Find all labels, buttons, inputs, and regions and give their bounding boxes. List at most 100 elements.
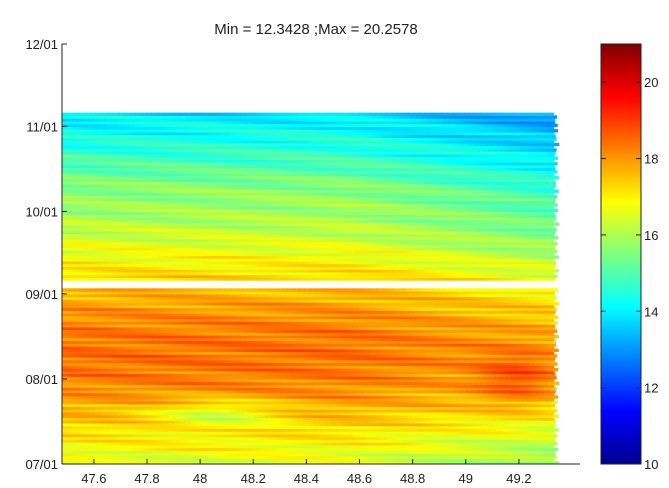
- heatmap-cell: [123, 398, 130, 402]
- heatmap-cell: [302, 313, 309, 317]
- heatmap-cell: [162, 417, 169, 421]
- heatmap-cell: [281, 334, 289, 339]
- heatmap-cell: [519, 381, 526, 385]
- heatmap-cell: [190, 439, 197, 443]
- heatmap-cell: [190, 373, 198, 377]
- heatmap-cell: [145, 326, 153, 331]
- heatmap-cell: [281, 354, 288, 358]
- heatmap-cell: [432, 329, 440, 333]
- heatmap-cell: [185, 376, 192, 380]
- heatmap-cell: [208, 348, 215, 353]
- heatmap-cell: [224, 329, 232, 333]
- heatmap-cell: [504, 403, 511, 407]
- heatmap-cell: [366, 395, 373, 399]
- heatmap-cell: [443, 376, 450, 380]
- heatmap-cell: [190, 431, 197, 435]
- heatmap-cell: [336, 436, 343, 440]
- heatmap-cell: [135, 442, 142, 446]
- heatmap-cell: [117, 439, 125, 443]
- heatmap-cell: [163, 354, 170, 358]
- heatmap-cell: [123, 447, 131, 451]
- heatmap-cell: [332, 461, 340, 464]
- heatmap-cell: [324, 384, 331, 388]
- heatmap-cell: [225, 315, 232, 320]
- heatmap-cell: [389, 348, 396, 353]
- heatmap-cell: [458, 458, 465, 462]
- heatmap-cell: [382, 400, 389, 405]
- heatmap-cell: [84, 428, 91, 432]
- heatmap-cell: [179, 392, 186, 396]
- heatmap-cell: [67, 326, 74, 331]
- heatmap-cell: [434, 334, 441, 339]
- heatmap-cell: [315, 447, 322, 451]
- heatmap-cell: [408, 450, 415, 454]
- heatmap-cell: [408, 439, 416, 443]
- heatmap-cell: [324, 403, 332, 407]
- heatmap-cell: [359, 455, 366, 460]
- heatmap-cell: [503, 345, 510, 350]
- heatmap-cell: [112, 370, 119, 375]
- heatmap-cell: [336, 422, 344, 427]
- heatmap-cell: [246, 453, 254, 457]
- heatmap-cell: [252, 422, 259, 427]
- heatmap-cell: [145, 345, 153, 350]
- heatmap-cell: [514, 370, 522, 375]
- heatmap-cell: [487, 326, 494, 331]
- heatmap-cell: [157, 447, 164, 451]
- heatmap-cell: [140, 378, 147, 383]
- heatmap-cell: [470, 392, 477, 396]
- heatmap-cell: [263, 436, 270, 440]
- heatmap-cell: [467, 400, 474, 405]
- heatmap-cell: [304, 447, 311, 451]
- heatmap-cell: [526, 326, 533, 331]
- heatmap-cell: [129, 334, 136, 339]
- heatmap-cell: [197, 442, 204, 446]
- heatmap-cell: [405, 400, 412, 405]
- heatmap-cell: [241, 340, 248, 344]
- heatmap-cell: [481, 392, 488, 396]
- heatmap-cell: [492, 450, 499, 454]
- heatmap-cell: [313, 411, 320, 416]
- heatmap-cell: [324, 337, 331, 342]
- heatmap-cell: [348, 343, 355, 347]
- heatmap-cell: [416, 362, 423, 366]
- heatmap-cell: [405, 362, 412, 366]
- heatmap-cell: [361, 381, 368, 385]
- heatmap-cell: [62, 414, 69, 418]
- heatmap-cell: [207, 392, 214, 396]
- heatmap-cell: [436, 345, 443, 350]
- heatmap-cell: [229, 439, 237, 443]
- heatmap-cell: [437, 310, 444, 314]
- heatmap-cell: [134, 340, 142, 344]
- heatmap-cell: [492, 431, 499, 435]
- heatmap-cell: [399, 395, 407, 399]
- heatmap-cell: [505, 422, 512, 427]
- heatmap-cell: [106, 411, 113, 416]
- heatmap-cell: [399, 433, 406, 438]
- heatmap-cell: [422, 348, 430, 353]
- heatmap-cell: [101, 398, 108, 402]
- heatmap-cell: [123, 436, 130, 440]
- heatmap-cell: [247, 433, 254, 438]
- heatmap-cell: [436, 351, 443, 355]
- heatmap-cell: [381, 422, 388, 427]
- heatmap-cell: [383, 367, 390, 372]
- heatmap-cell: [291, 332, 298, 336]
- heatmap-cell: [369, 345, 376, 350]
- heatmap-cell: [393, 376, 400, 380]
- heatmap-cell: [414, 439, 421, 443]
- heatmap-cell: [447, 370, 455, 375]
- heatmap-cell: [376, 340, 383, 344]
- heatmap-cell: [321, 367, 328, 372]
- heatmap-cell: [174, 422, 181, 427]
- heatmap-cell: [286, 433, 293, 438]
- heatmap-cell: [291, 359, 298, 364]
- heatmap-cell: [473, 395, 480, 399]
- heatmap-cell: [287, 428, 294, 432]
- heatmap-cell: [280, 373, 287, 377]
- heatmap-cell: [425, 351, 432, 355]
- heatmap-cell: [315, 442, 322, 446]
- heatmap-cell: [393, 362, 401, 366]
- heatmap-cell: [319, 340, 327, 344]
- heatmap-cell: [207, 450, 214, 454]
